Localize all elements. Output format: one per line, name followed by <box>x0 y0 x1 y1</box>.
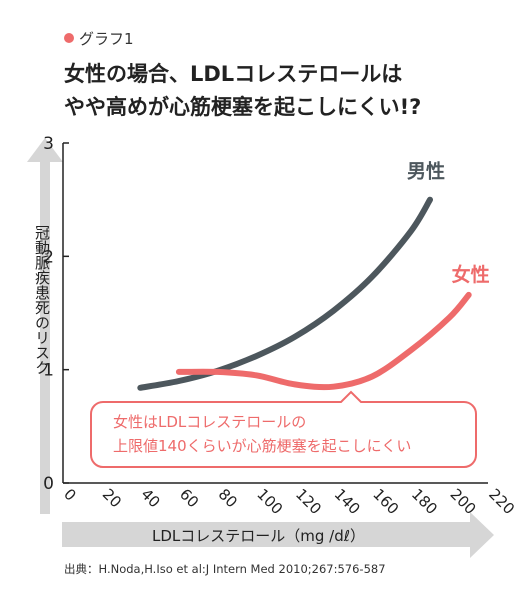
x-tick-label: 60 <box>176 485 202 511</box>
callout-line-1: 女性はLDLコレステロールの <box>113 413 306 431</box>
y-tick-label: 0 <box>43 474 54 494</box>
graph-number-label: グラフ1 <box>79 30 134 48</box>
chart-title-line-2: やや高めが心筋梗塞を起こしにくい!? <box>64 95 422 119</box>
y-axis-label: 冠動脈疾患死のリスク <box>33 225 51 375</box>
x-tick-label: 220 <box>485 485 517 518</box>
chart-title-line-1: 女性の場合、LDLコレステロールは <box>64 62 403 86</box>
series-label-female: 女性 <box>452 263 490 286</box>
x-tick-label: 100 <box>253 485 286 518</box>
y-tick-label: 3 <box>43 134 54 154</box>
bullet-dot-icon <box>64 33 74 43</box>
series-label-male: 男性 <box>407 160 445 183</box>
x-axis-arrow <box>62 512 494 558</box>
x-tick-label: 160 <box>369 485 402 518</box>
annotation-callout: 女性はLDLコレステロールの 上限値140くらいが心筋梗塞を起こしにくい <box>90 390 477 468</box>
graph-number-tag: グラフ1 <box>64 28 134 49</box>
callout-bubble <box>90 390 477 468</box>
x-tick-label: 200 <box>447 485 480 518</box>
y-axis-ticks: 0 1 2 3 <box>43 134 69 494</box>
x-tick-label: 180 <box>408 485 441 518</box>
x-axis-label: LDLコレステロール（mg /dℓ） <box>152 527 365 545</box>
chart-title: 女性の場合、LDLコレステロールは やや高めが心筋梗塞を起こしにくい!? <box>64 58 504 124</box>
series-line-male <box>137 196 433 391</box>
x-tick-label: 80 <box>215 485 241 511</box>
callout-line-2: 上限値140くらいが心筋梗塞を起こしにくい <box>113 437 411 455</box>
x-tick-label: 20 <box>99 485 125 511</box>
x-tick-label: 140 <box>331 485 364 518</box>
y-tick-label: 1 <box>43 361 54 381</box>
series-line-female <box>175 291 472 391</box>
x-tick-label: 40 <box>137 485 163 511</box>
x-tick-label: 120 <box>292 485 325 518</box>
x-axis-ticks: 0 20 40 60 80 100 120 140 160 180 200 220 <box>60 485 517 518</box>
x-tick-label: 0 <box>60 485 79 504</box>
source-footnote: 出典：H.Noda,H.Iso et al:J Intern Med 2010;… <box>64 562 386 576</box>
y-axis-arrow <box>27 138 63 514</box>
y-tick-label: 2 <box>43 247 54 267</box>
